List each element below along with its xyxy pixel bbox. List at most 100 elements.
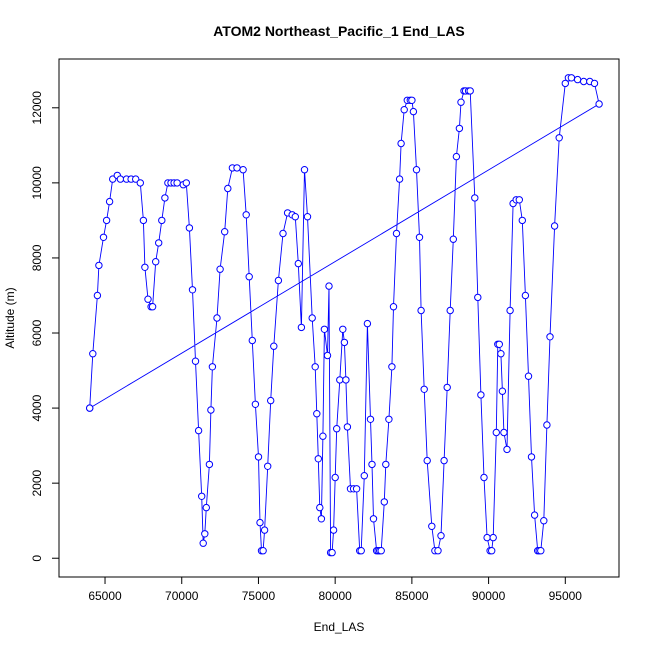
data-point-28	[182, 179, 191, 187]
data-point-120	[428, 522, 436, 530]
data-point-54	[259, 547, 267, 555]
data-point-3	[95, 261, 103, 270]
chart-title: ATOM2 Northeast_Pacific_1 End_LAS	[213, 23, 465, 39]
data-point-38	[207, 406, 215, 414]
data-point-134	[466, 87, 474, 95]
data-point-108	[395, 175, 404, 183]
data-point-85	[340, 338, 349, 347]
data-point-138	[480, 473, 488, 482]
data-point-15	[141, 263, 149, 271]
data-point-164	[546, 333, 554, 341]
data-point-167	[561, 79, 569, 88]
data-point-153	[515, 196, 523, 204]
data-point-4	[99, 233, 108, 242]
data-point-117	[417, 306, 425, 315]
data-point-104	[385, 415, 393, 423]
data-point-30	[188, 286, 197, 294]
data-point-43	[224, 184, 232, 193]
data-point-47	[242, 211, 250, 219]
data-point-118	[420, 385, 428, 393]
data-point-105	[388, 363, 396, 371]
data-point-175	[86, 404, 94, 412]
data-point-26	[173, 179, 181, 187]
data-point-20	[155, 239, 163, 247]
data-point-170	[573, 75, 582, 84]
data-point-77	[325, 282, 333, 290]
data-point-114	[409, 107, 418, 116]
y-axis-label: Altitude (m)	[3, 287, 17, 348]
y-tick-label-0: 0	[30, 555, 44, 562]
data-point-33	[198, 492, 206, 500]
data-point-52	[256, 518, 264, 527]
data-point-137	[477, 391, 485, 399]
data-point-127	[449, 235, 457, 243]
y-tick-label-5: 10000	[30, 166, 44, 200]
data-point-123	[437, 532, 445, 540]
data-point-40	[213, 314, 221, 322]
data-point-97	[369, 515, 378, 523]
data-point-45	[233, 164, 241, 172]
data-point-109	[397, 139, 405, 148]
series-layer	[86, 74, 603, 557]
y-tick-label-4: 8000	[30, 244, 44, 271]
data-point-74	[319, 432, 327, 440]
data-point-141	[488, 547, 496, 555]
data-point-147	[498, 387, 507, 395]
data-point-119	[423, 456, 431, 465]
data-point-79	[328, 548, 336, 557]
data-point-2	[93, 291, 102, 300]
data-point-58	[270, 342, 278, 350]
y-tick-label-6: 12000	[30, 91, 44, 125]
data-point-110	[400, 106, 408, 114]
data-point-165	[550, 222, 559, 230]
data-point-49	[248, 336, 257, 345]
y-axis: 0 2000 4000 6000 8000 10000 12000	[30, 91, 60, 562]
data-point-113	[408, 96, 416, 105]
data-point-37	[205, 460, 214, 469]
data-point-72	[316, 503, 324, 512]
data-point-50	[251, 400, 260, 408]
data-point-122	[434, 547, 442, 555]
data-point-39	[208, 363, 217, 371]
data-point-73	[317, 515, 326, 523]
data-point-76	[323, 351, 332, 360]
data-point-107	[392, 229, 401, 238]
data-point-124	[440, 456, 448, 465]
data-point-142	[489, 533, 497, 542]
data-point-126	[446, 306, 454, 315]
data-point-101	[377, 547, 385, 555]
data-point-42	[221, 228, 229, 236]
data-point-173	[590, 79, 599, 88]
data-point-148	[500, 428, 508, 437]
x-axis-label: End_LAS	[314, 620, 365, 634]
data-point-155	[521, 291, 530, 300]
data-point-150	[506, 306, 514, 315]
data-point-9	[116, 175, 125, 183]
data-point-59	[274, 276, 283, 285]
data-point-156	[524, 372, 533, 380]
y-tick-label-2: 4000	[30, 394, 44, 421]
data-point-106	[389, 303, 398, 311]
data-point-157	[527, 453, 536, 461]
data-point-129	[455, 124, 464, 133]
data-point-69	[311, 363, 319, 371]
data-point-94	[363, 319, 372, 328]
data-point-116	[415, 233, 424, 242]
data-point-115	[412, 166, 421, 174]
data-point-149	[503, 445, 511, 454]
data-point-57	[267, 396, 275, 405]
data-point-87	[343, 423, 352, 431]
data-point-158	[530, 511, 539, 519]
data-point-41	[216, 265, 224, 273]
data-point-12	[132, 175, 140, 183]
data-point-143	[492, 428, 500, 437]
data-point-18	[148, 303, 157, 311]
data-point-46	[239, 166, 247, 174]
data-point-21	[158, 216, 166, 225]
x-tick-label-1: 70000	[165, 589, 199, 603]
data-point-82	[333, 425, 341, 433]
data-point-63	[291, 213, 299, 221]
data-point-154	[518, 216, 526, 225]
